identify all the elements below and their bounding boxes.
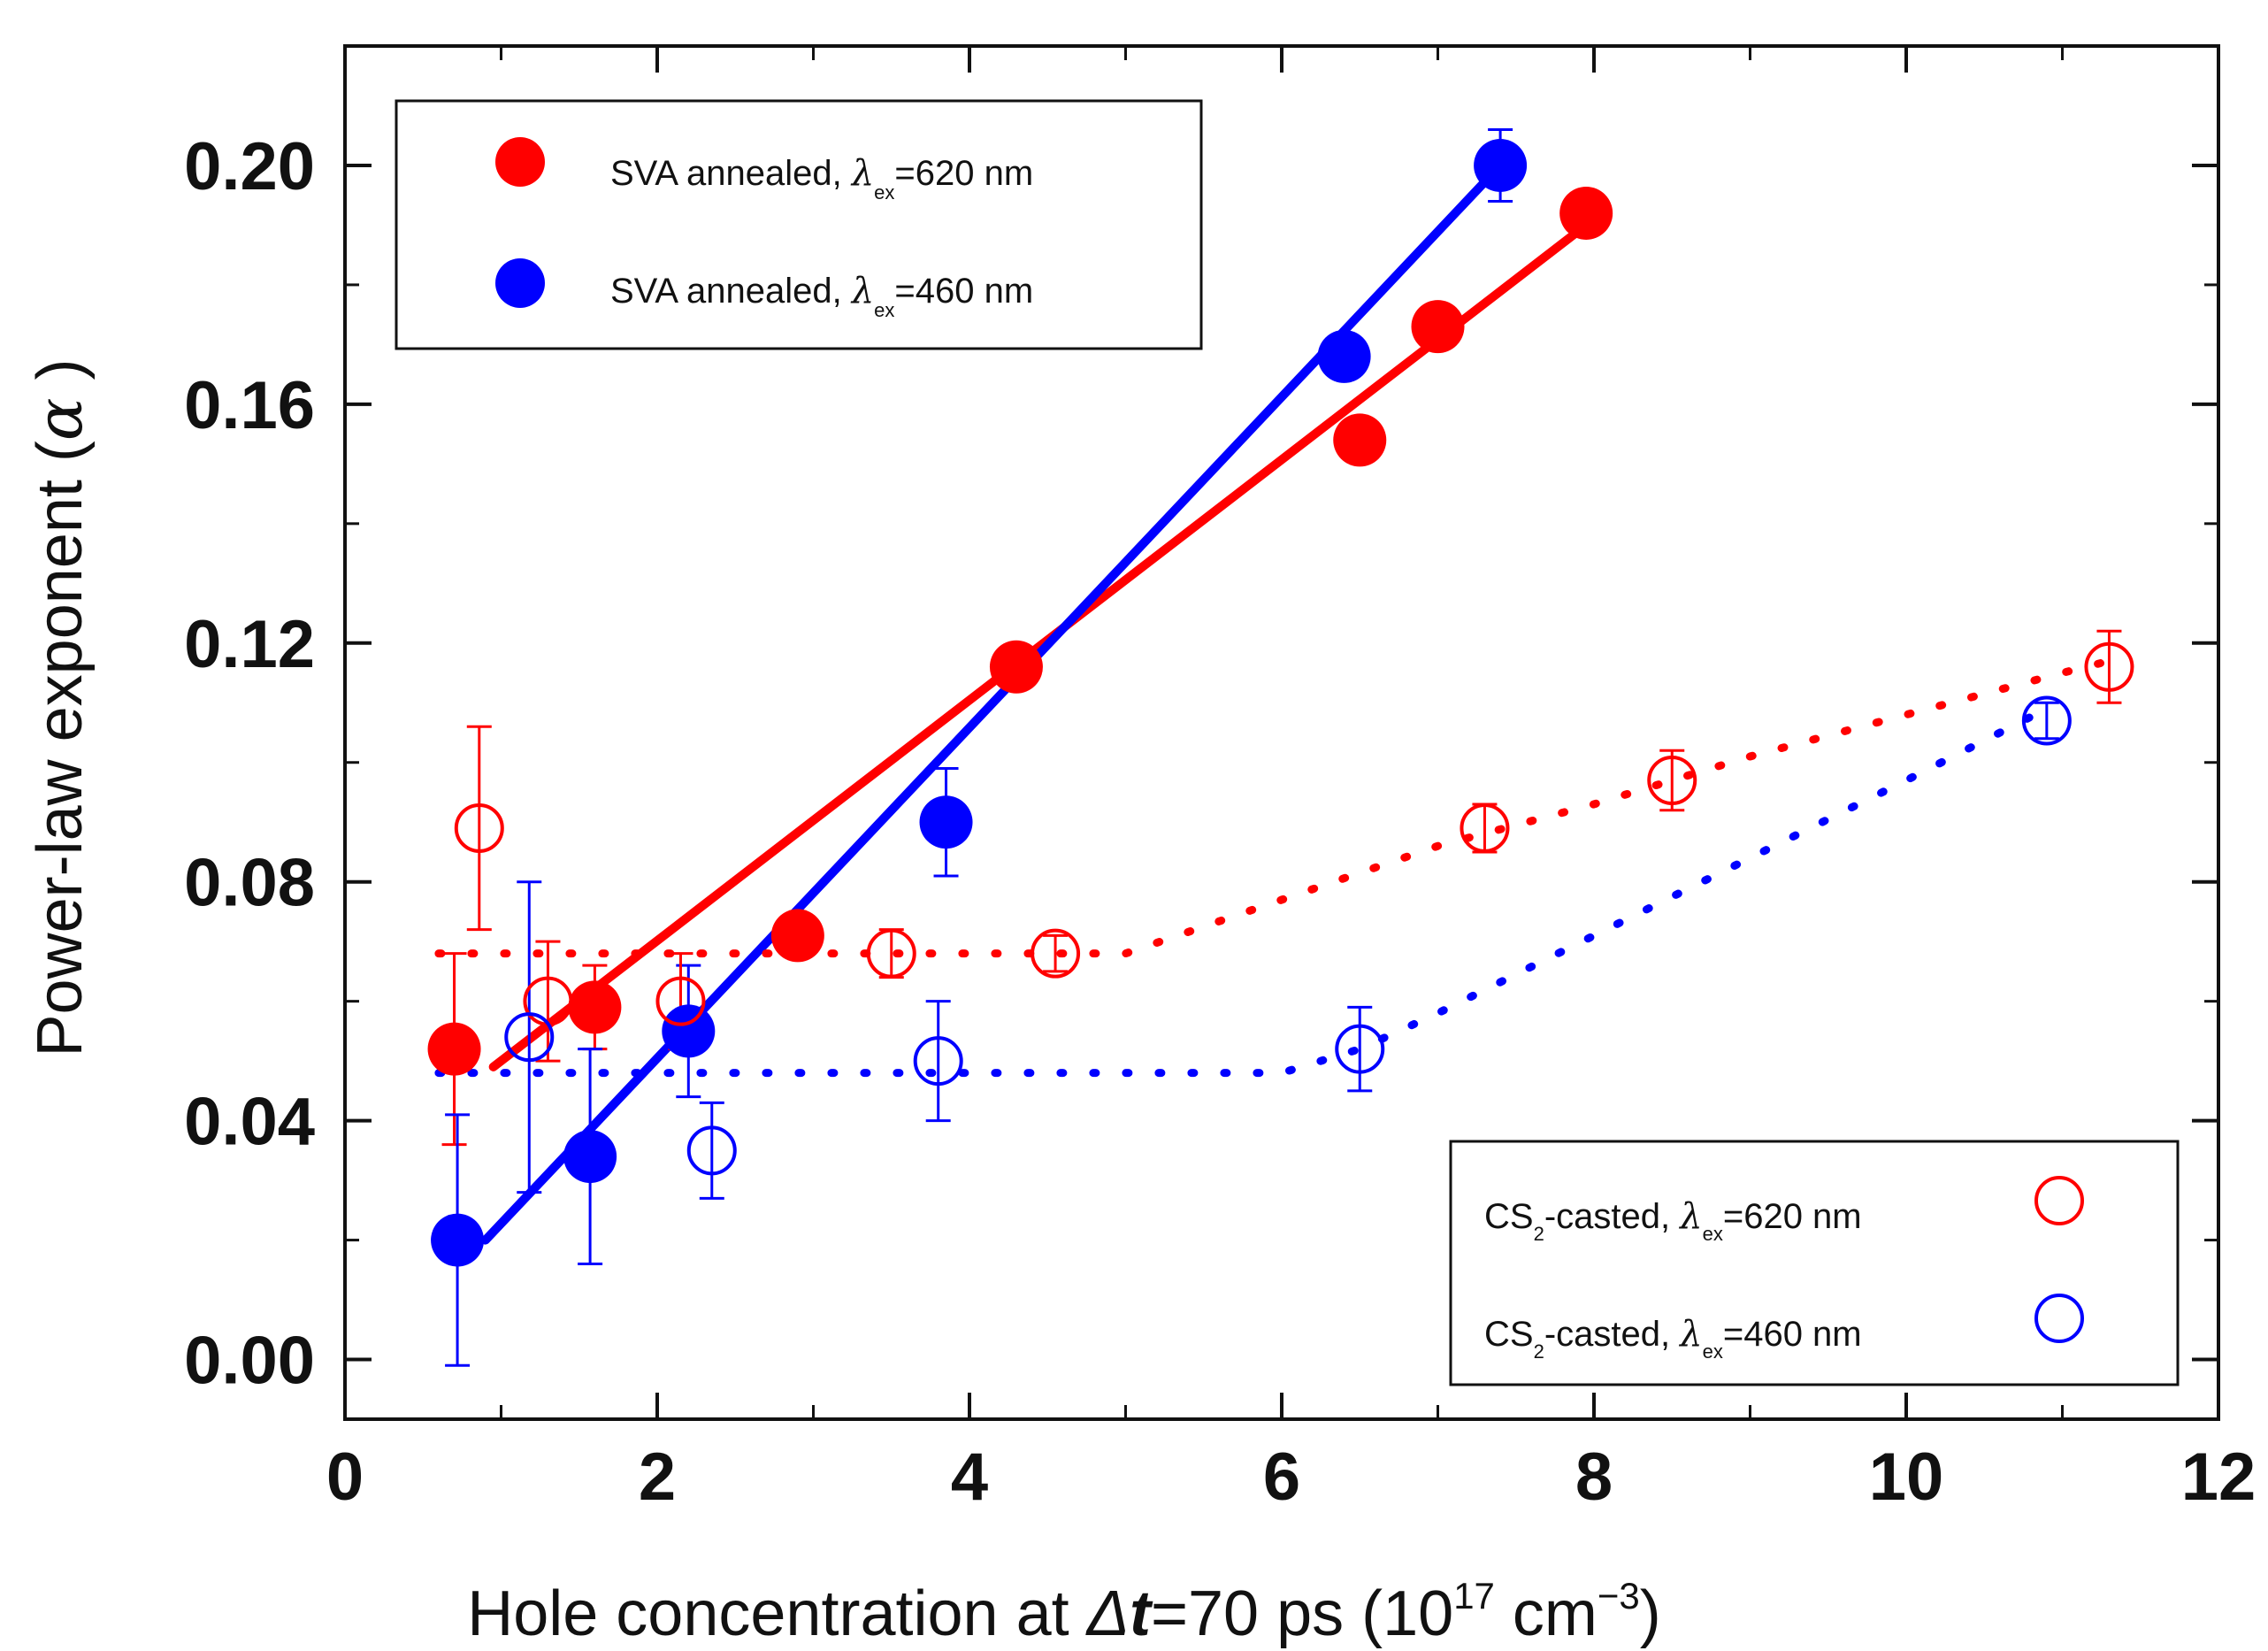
x-tick-label: 10 — [1869, 1440, 1944, 1515]
axis-ticks — [343, 46, 2220, 1419]
error-bar — [517, 880, 542, 1194]
x-tick-label: 12 — [2181, 1440, 2257, 1515]
y-tick-label: 0.04 — [184, 1085, 315, 1160]
data-point-series-2 — [1647, 755, 1697, 805]
data-point-series-0 — [1559, 186, 1613, 240]
x-tick-label: 4 — [951, 1440, 988, 1515]
data-point-series-2 — [1460, 802, 1510, 853]
data-point-series-2 — [1031, 928, 1081, 979]
y-tick-label: 0.16 — [184, 368, 315, 443]
data-point-series-1 — [919, 795, 973, 849]
data-point-series-3 — [1335, 1024, 1385, 1074]
data-point-series-3 — [913, 1036, 963, 1087]
data-point-series-0 — [568, 980, 622, 1034]
fit-line-series-3 — [434, 704, 2051, 1078]
legend-entry-cs2-620: CS2-casted, λex=620 nm — [1484, 1196, 1862, 1245]
error-bar — [1347, 1005, 1373, 1093]
x-tick-label: 6 — [1263, 1440, 1300, 1515]
legend-marker-sva-460 — [495, 258, 545, 308]
error-bar — [925, 1000, 951, 1123]
x-axis-label: Hole concentration at Δt=70 ps (1017 cm−… — [467, 1575, 1661, 1649]
data-point-series-0 — [1333, 413, 1387, 467]
data-point-series-3 — [686, 1125, 737, 1176]
data-point-series-3 — [2021, 695, 2072, 746]
error-bar — [1043, 933, 1069, 973]
tick-labels: 0 2 4 6 8 10 12 0.00 0.04 0.08 0.12 0.16 0.20 — [184, 129, 2256, 1515]
data-point-series-0 — [989, 640, 1043, 694]
data-point-series-0 — [770, 909, 824, 963]
y-tick-label: 0.08 — [184, 846, 315, 921]
data-point-series-1 — [431, 1213, 485, 1267]
error-bar — [1472, 802, 1498, 854]
data-point-series-1 — [662, 1004, 716, 1058]
y-axis-label: Power-law exponent (α ) — [22, 359, 96, 1057]
legend-bottom: CS2-casted, λex=620 nm CS2-casted, λex=4… — [1449, 1140, 2180, 1386]
error-bar — [2034, 701, 2059, 741]
y-tick-label: 0.20 — [184, 129, 315, 204]
legend-top: SVA annealed, λex=620 nm SVA annealed, λ… — [395, 99, 1203, 350]
data-point-series-3 — [504, 1012, 555, 1063]
y-tick-label: 0.12 — [184, 607, 315, 682]
legend-bottom-box — [1449, 1140, 2180, 1386]
x-tick-label: 8 — [1575, 1440, 1613, 1515]
legend-entry-sva-460: SVA annealed, λex=460 nm — [610, 271, 1033, 321]
fit-line-series-2 — [434, 657, 2113, 958]
data-point-series-1 — [563, 1130, 617, 1184]
legend-marker-sva-620 — [495, 137, 545, 187]
error-bar — [699, 1101, 724, 1200]
data-point-series-1 — [1474, 138, 1528, 192]
error-bar — [1659, 749, 1685, 812]
legend-marker-cs2-460 — [2034, 1294, 2084, 1343]
error-bar — [535, 940, 561, 1063]
x-tick-label: 0 — [326, 1440, 364, 1515]
y-tick-label: 0.00 — [184, 1324, 315, 1399]
error-bar — [466, 725, 492, 932]
legend-marker-cs2-620 — [2034, 1176, 2084, 1225]
data-point-series-2 — [454, 802, 504, 853]
legend-entry-cs2-460: CS2-casted, λex=460 nm — [1484, 1314, 1862, 1363]
data-point-series-2 — [2084, 641, 2134, 692]
data-point-series-0 — [427, 1022, 481, 1076]
data-point-series-1 — [1317, 329, 1371, 383]
data-point-series-2 — [866, 928, 916, 979]
data-point-series-0 — [1411, 300, 1465, 354]
data-points — [427, 138, 2134, 1267]
x-tick-label: 2 — [639, 1440, 676, 1515]
data-point-series-2 — [655, 976, 706, 1026]
legend-entry-sva-620: SVA annealed, λex=620 nm — [610, 153, 1033, 203]
fit-line-series-0 — [488, 220, 1591, 1071]
